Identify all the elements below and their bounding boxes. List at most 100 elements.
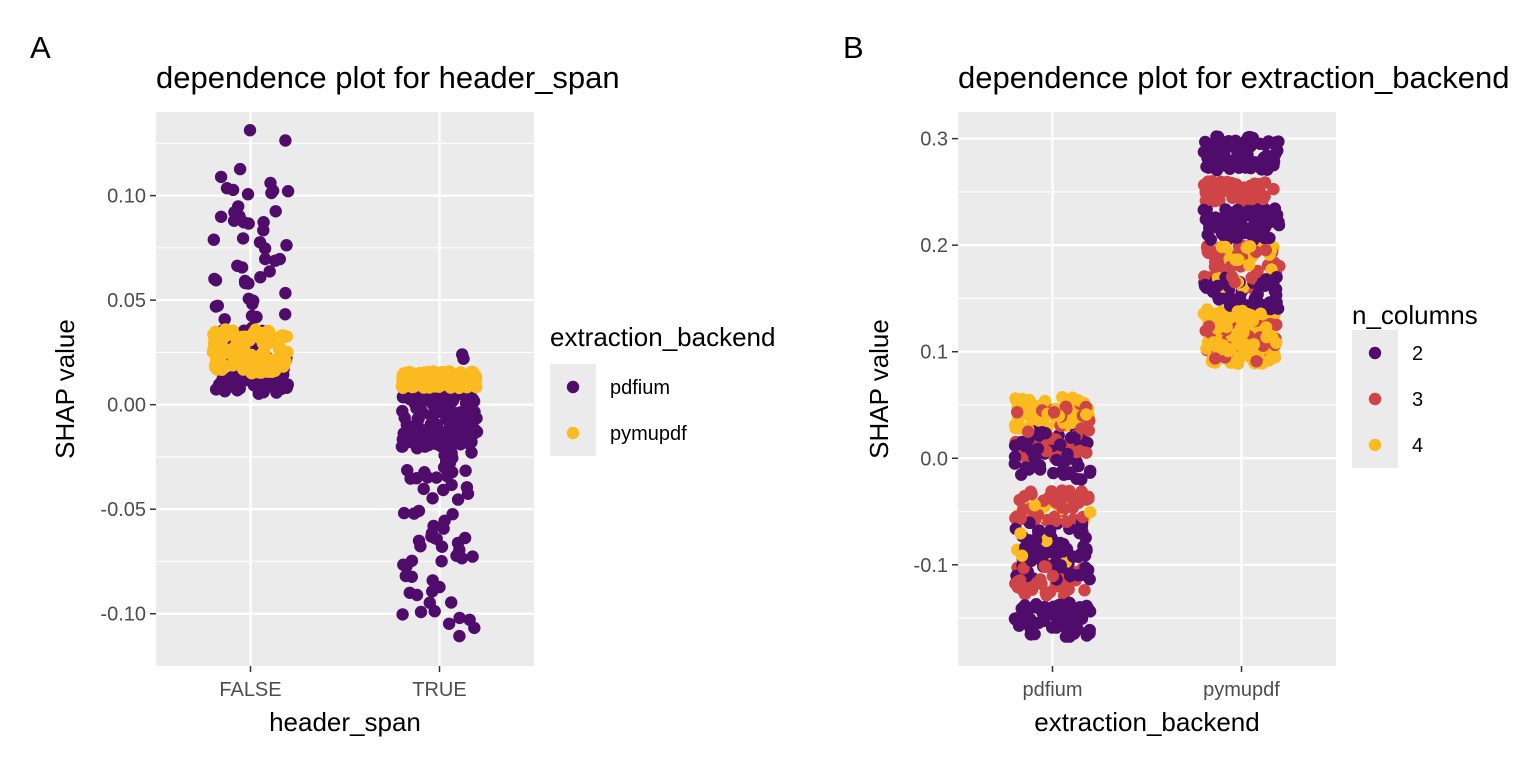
data-point	[439, 371, 453, 385]
data-point	[1202, 139, 1215, 152]
data-point	[1014, 527, 1027, 540]
data-point	[1053, 610, 1067, 624]
data-point	[1046, 569, 1060, 583]
data-point	[1066, 501, 1080, 515]
data-point	[209, 274, 223, 287]
data-point	[257, 386, 270, 399]
data-point	[1223, 343, 1237, 356]
panel-a-points	[206, 124, 484, 643]
data-point	[1247, 338, 1261, 351]
data-point	[1208, 260, 1222, 273]
data-point	[1258, 279, 1272, 292]
data-point	[1027, 536, 1040, 550]
y-tick-label: -0.10	[100, 604, 146, 626]
data-point	[1197, 203, 1211, 217]
data-point	[1018, 599, 1031, 612]
data-point	[1236, 208, 1250, 221]
data-point	[1008, 450, 1022, 463]
data-point	[1080, 408, 1093, 421]
data-point	[445, 596, 458, 609]
x-tick-label: pdfium	[1022, 679, 1082, 701]
data-point	[1040, 534, 1053, 548]
data-point	[1226, 191, 1239, 205]
y-tick-label: -0.05	[100, 499, 146, 521]
data-point	[415, 394, 428, 408]
legend-key	[1368, 438, 1382, 452]
panel-b-y-axis-title: SHAP value	[864, 319, 894, 459]
data-point	[1270, 336, 1283, 350]
data-point	[1212, 293, 1226, 306]
data-point	[1057, 600, 1070, 614]
data-point	[457, 352, 470, 365]
data-point	[451, 493, 465, 506]
data-point	[1011, 406, 1024, 419]
data-point	[1080, 493, 1093, 506]
data-point	[235, 261, 249, 274]
data-point	[1245, 192, 1259, 206]
data-point	[1213, 316, 1226, 330]
data-point	[1215, 240, 1229, 254]
data-point	[1026, 403, 1040, 416]
legend-key	[566, 380, 580, 394]
data-point	[426, 585, 439, 598]
data-point	[207, 233, 220, 246]
data-point	[207, 336, 221, 349]
data-point	[1237, 326, 1250, 339]
data-point	[1062, 583, 1075, 596]
y-tick-label: 0.10	[107, 186, 146, 208]
data-point	[1202, 320, 1216, 333]
data-point	[1080, 564, 1094, 577]
data-point	[1079, 531, 1092, 544]
panel-a-legend: extraction_backend pdfium pymupdf	[550, 322, 775, 456]
data-point	[1067, 550, 1080, 563]
data-point	[428, 531, 441, 545]
data-point	[1262, 354, 1276, 367]
data-point	[1008, 439, 1022, 452]
data-point	[1017, 561, 1030, 575]
data-point	[1038, 560, 1051, 573]
data-point	[1084, 464, 1097, 478]
legend-label: pdfium	[610, 377, 670, 399]
panel-a-x-axis: FALSE TRUE	[219, 666, 467, 701]
data-point	[1050, 453, 1063, 467]
data-point	[1023, 461, 1036, 475]
data-point	[1204, 233, 1218, 246]
data-point	[401, 464, 414, 477]
data-point	[265, 186, 278, 200]
data-point	[412, 504, 426, 518]
data-point	[1250, 226, 1263, 239]
data-point	[418, 466, 431, 479]
data-point	[214, 170, 228, 184]
data-point	[252, 362, 266, 375]
data-point	[1259, 321, 1273, 334]
x-tick-label: TRUE	[412, 679, 466, 701]
data-point	[460, 481, 474, 494]
data-point	[209, 383, 223, 396]
data-point	[437, 483, 450, 497]
data-point	[1230, 178, 1243, 191]
data-point	[435, 555, 448, 568]
data-point	[413, 434, 427, 448]
data-point	[257, 224, 270, 237]
data-point	[276, 373, 289, 387]
data-point	[398, 433, 411, 447]
data-point	[438, 514, 451, 527]
panel-b-tag: B	[843, 30, 864, 65]
data-point	[1249, 206, 1262, 219]
data-point	[426, 492, 439, 505]
data-point	[459, 464, 472, 477]
panel-b: B -0.1 0.0 0.1 0.2 0.3 pdfium pymupdf extract…	[843, 30, 1510, 737]
data-point	[1056, 391, 1069, 404]
data-point	[1072, 459, 1085, 473]
data-point	[1021, 425, 1035, 438]
data-point	[1242, 258, 1256, 272]
data-point	[451, 536, 465, 550]
data-point	[1053, 544, 1067, 557]
data-point	[1025, 488, 1038, 501]
data-point	[469, 369, 482, 383]
panel-b-points	[1008, 130, 1286, 643]
data-point	[1054, 438, 1067, 451]
data-point	[1009, 421, 1022, 435]
data-point	[1066, 391, 1079, 404]
